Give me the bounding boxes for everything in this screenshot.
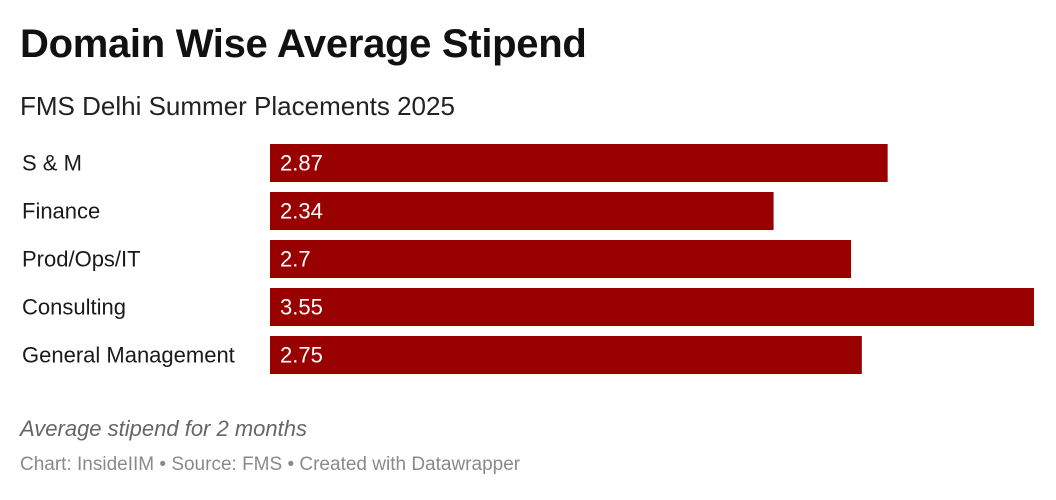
chart-title: Domain Wise Average Stipend xyxy=(20,22,587,66)
bar xyxy=(270,240,852,278)
bar-value-label: 3.55 xyxy=(280,295,323,320)
bar-value-label: 2.7 xyxy=(280,247,311,272)
bar-value-label: 2.75 xyxy=(280,343,323,368)
bar xyxy=(270,192,774,230)
bar-value-label: 2.34 xyxy=(280,199,323,224)
category-label: General Management xyxy=(22,343,235,368)
bar-value-label: 2.87 xyxy=(280,151,323,176)
bar xyxy=(270,336,862,374)
bar xyxy=(270,144,888,182)
chart-credit: Chart: InsideIIM • Source: FMS • Created… xyxy=(20,454,521,475)
chart-note: Average stipend for 2 months xyxy=(20,416,307,441)
chart-subtitle: FMS Delhi Summer Placements 2025 xyxy=(20,91,455,121)
category-label: S & M xyxy=(22,151,82,176)
category-label: Prod/Ops/IT xyxy=(22,247,141,272)
category-label: Finance xyxy=(22,199,100,224)
category-label: Consulting xyxy=(22,295,126,320)
bar xyxy=(270,288,1034,326)
bar-chart: S & M 2.87 Finance 2.34 Prod/Ops/IT 2.7 Consul… xyxy=(22,144,1034,374)
